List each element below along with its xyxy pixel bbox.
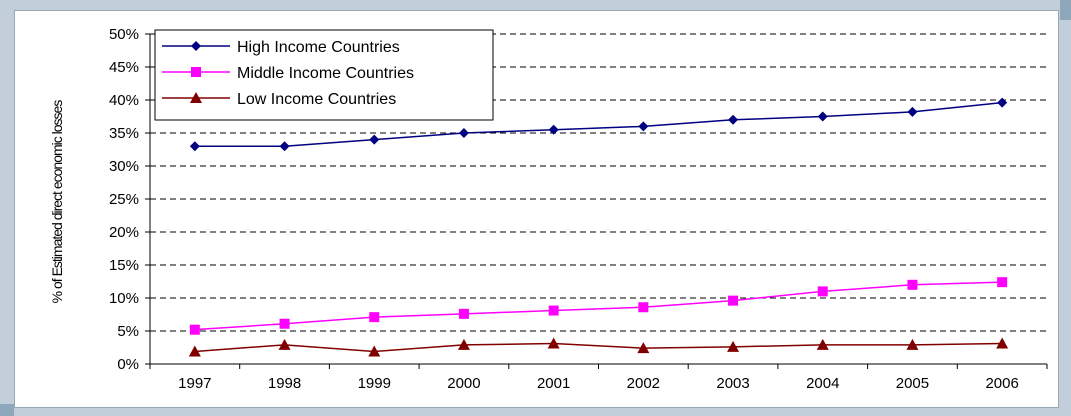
legend-item: Low Income Countries	[162, 91, 396, 108]
data-point-diamond	[638, 121, 649, 132]
y-tick-label: 20%	[109, 224, 139, 241]
data-point-triangle	[188, 345, 201, 357]
data-point-diamond	[728, 114, 739, 125]
legend-label: Low Income Countries	[237, 91, 396, 108]
legend-label: High Income Countries	[237, 39, 400, 56]
y-tick-label: 50%	[109, 26, 139, 43]
legend-item: Middle Income Countries	[162, 65, 414, 82]
data-point-diamond	[997, 97, 1008, 108]
data-point-diamond	[817, 111, 828, 122]
data-point-triangle	[906, 338, 919, 350]
data-point-triangle	[547, 337, 560, 349]
y-tick-label: 10%	[109, 290, 139, 307]
axes	[145, 33, 1048, 369]
legend-item: High Income Countries	[162, 39, 400, 56]
slide-corner-accent	[1060, 0, 1071, 20]
data-point-triangle	[727, 340, 740, 352]
series-line	[194, 281, 1003, 331]
x-tick-label: 2000	[447, 375, 480, 392]
legend: High Income Countries Middle Income Count…	[154, 29, 494, 121]
data-point-square	[638, 302, 649, 313]
x-tick-label: 2001	[537, 375, 570, 392]
series-3	[188, 337, 1009, 357]
series-1	[189, 97, 1008, 152]
y-tick-labels: 0% 5% 10% 15% 20% 25% 30% 35% 40% 45% 50%	[109, 26, 139, 373]
data-point-diamond	[279, 141, 290, 152]
x-tick-label: 2002	[627, 375, 660, 392]
data-point-triangle	[637, 342, 650, 354]
data-point-triangle	[278, 338, 291, 350]
y-tick-label: 0%	[117, 356, 139, 373]
data-point-diamond	[907, 106, 918, 117]
x-tick-label: 1999	[358, 375, 391, 392]
x-tick-label: 2006	[985, 375, 1018, 392]
data-point-square	[191, 67, 201, 77]
data-point-diamond	[191, 41, 201, 51]
x-tick-label: 2004	[806, 375, 839, 392]
series-line	[194, 342, 1003, 353]
data-point-square	[279, 318, 290, 329]
series-line	[194, 101, 1003, 147]
y-tick-label: 25%	[109, 191, 139, 208]
x-tick-label: 2005	[896, 375, 929, 392]
data-point-triangle	[816, 338, 829, 350]
legend-label: Middle Income Countries	[237, 65, 414, 82]
data-point-triangle	[457, 338, 470, 350]
y-tick-label: 45%	[109, 59, 139, 76]
slide-bottom-accent	[0, 404, 14, 416]
data-point-square	[907, 279, 918, 290]
legend-box	[154, 29, 494, 121]
x-tick-labels: 1997 1998 1999 2000 2001 2002 2003 2004 2005 2006	[178, 375, 1019, 392]
series-2	[189, 277, 1008, 335]
y-axis-label: % of Estimated direct economic losses	[49, 100, 65, 304]
x-tick-label: 2003	[716, 375, 749, 392]
data-point-diamond	[548, 124, 559, 135]
data-point-square	[728, 295, 739, 306]
data-point-triangle	[368, 345, 381, 357]
x-tick-label: 1998	[268, 375, 301, 392]
data-point-square	[548, 305, 559, 316]
y-tick-label: 30%	[109, 158, 139, 175]
y-tick-label: 15%	[109, 257, 139, 274]
data-point-diamond	[458, 128, 469, 138]
y-tick-label: 5%	[117, 323, 139, 340]
data-point-square	[189, 324, 200, 335]
y-tick-label: 40%	[109, 92, 139, 109]
series-lines	[188, 97, 1009, 357]
data-point-square	[997, 277, 1008, 288]
data-point-triangle	[996, 337, 1009, 349]
y-tick-label: 35%	[109, 125, 139, 142]
data-point-triangle	[190, 92, 202, 103]
data-point-square	[817, 286, 828, 297]
x-tick-label: 1997	[178, 375, 211, 392]
data-point-diamond	[369, 134, 380, 145]
data-point-diamond	[189, 141, 200, 152]
data-point-square	[458, 308, 469, 319]
data-point-square	[369, 312, 380, 323]
